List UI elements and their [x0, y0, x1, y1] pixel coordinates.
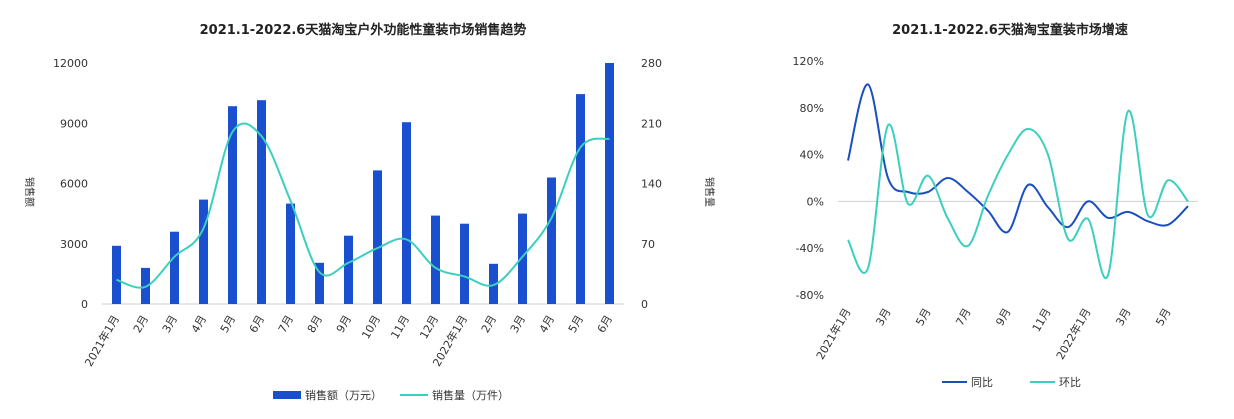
- chart2-xtick: 7月: [953, 306, 973, 328]
- chart1-bar: [286, 203, 295, 304]
- chart1-xtick: 3月: [160, 313, 180, 335]
- chart1-xtick: 2021年1月: [81, 313, 122, 369]
- chart1-ylabel-right: 销售量: [703, 177, 716, 207]
- chart1-legend-bar-label: 销售额（万元）: [305, 388, 382, 402]
- chart1-legend-line-label: 销售量（万件）: [432, 388, 509, 402]
- chart1-ytick-right: 70: [641, 238, 655, 251]
- chart1-bar: [257, 100, 266, 304]
- chart1-bar: [402, 122, 411, 304]
- chart1-xtick: 11月: [388, 313, 412, 341]
- chart1-bar: [489, 263, 498, 304]
- chart2-xtick: 11月: [1030, 306, 1054, 334]
- chart1-bar: [344, 235, 353, 304]
- chart1-bar: [373, 170, 382, 304]
- chart1-ytick-left: 6000: [60, 178, 88, 191]
- chart2-xtick: 2021年1月: [813, 306, 854, 362]
- chart2-ytick: 80%: [800, 102, 824, 115]
- chart2-ytick: 120%: [793, 55, 824, 68]
- chart1-bar: [431, 215, 440, 304]
- chart1-bar: [228, 106, 237, 304]
- chart1-bar: [605, 63, 614, 304]
- chart1-legend-bar-swatch: [273, 391, 301, 399]
- chart1-xtick: 5月: [566, 313, 586, 335]
- chart1-ytick-left: 3000: [60, 238, 88, 251]
- chart1-xtick: 7月: [276, 313, 296, 335]
- chart2-ytick: -40%: [796, 242, 824, 255]
- chart1-ytick-left: 9000: [60, 117, 88, 130]
- chart1-xtick: 2月: [131, 313, 151, 335]
- chart1-ytick-left: 0: [81, 298, 88, 311]
- chart2-xtick: 3月: [873, 306, 893, 328]
- chart1-ylabel-left: 销售额: [23, 177, 36, 207]
- chart2-line-mom: [847, 110, 1189, 280]
- chart1-line-series: [116, 122, 610, 289]
- chart2-ytick: -80%: [796, 289, 824, 302]
- chart1-bar: [547, 177, 556, 304]
- chart1-bar: [460, 223, 469, 304]
- chart1-xtick: 2月: [479, 313, 499, 335]
- chart1-bar: [315, 262, 324, 304]
- chart2-xtick: 3月: [1113, 306, 1133, 328]
- chart1-ytick-right: 140: [641, 178, 662, 191]
- chart2-legend-yoy-label: 同比: [971, 376, 993, 389]
- chart1-xtick: 4月: [537, 313, 557, 335]
- chart1-bar: [112, 245, 121, 304]
- chart2-ytick: 40%: [800, 149, 824, 162]
- chart2-xtick: 5月: [1153, 306, 1173, 328]
- chart2-xtick: 5月: [913, 306, 933, 328]
- chart1-xtick: 10月: [359, 313, 383, 341]
- chart2-xtick: 2022年1月: [1053, 306, 1094, 362]
- chart1-ytick-right: 210: [641, 117, 662, 130]
- chart2-title: 2021.1-2022.6天猫淘宝童装市场增速: [892, 22, 1128, 38]
- chart1-xtick: 6月: [247, 313, 267, 335]
- chart1-ytick-right: 0: [641, 298, 648, 311]
- chart1-title: 2021.1-2022.6天猫淘宝户外功能性童装市场销售趋势: [200, 22, 527, 38]
- chart2-legend-mom-label: 环比: [1059, 376, 1081, 389]
- chart1-ytick-right: 280: [641, 57, 662, 70]
- chart1-bar: [576, 94, 585, 304]
- chart1-xtick: 8月: [305, 313, 325, 335]
- chart2-xtick: 9月: [993, 306, 1013, 328]
- chart2-line-yoy: [847, 83, 1189, 234]
- chart1-bar: [199, 199, 208, 304]
- chart1-xtick: 12月: [417, 313, 441, 341]
- chart1-xtick: 5月: [218, 313, 238, 335]
- chart1-ytick-left: 12000: [53, 57, 88, 70]
- chart1-xtick: 3月: [508, 313, 528, 335]
- chart2-ytick: 0%: [807, 195, 824, 208]
- chart1-bar: [170, 231, 179, 304]
- chart1-xtick: 6月: [595, 313, 615, 335]
- chart1-xtick: 4月: [189, 313, 209, 335]
- chart1-bar: [518, 213, 527, 304]
- chart1-xtick: 9月: [334, 313, 354, 335]
